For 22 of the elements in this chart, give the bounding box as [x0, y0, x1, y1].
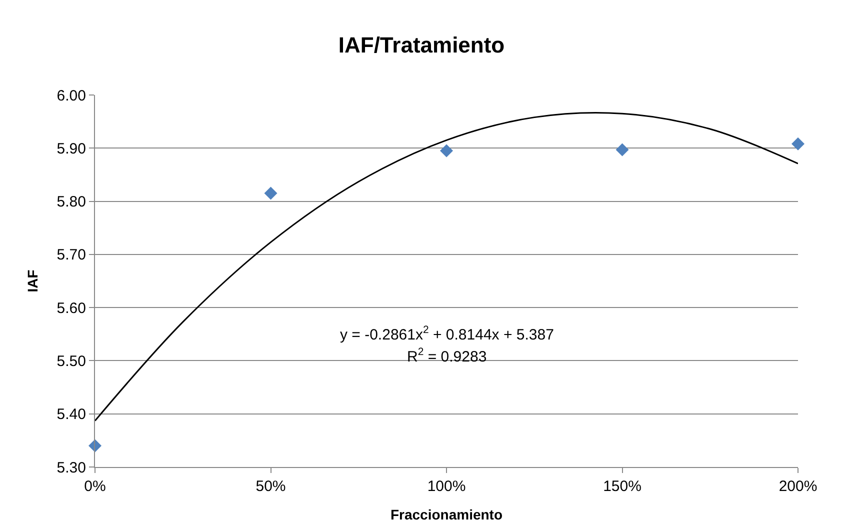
- x-tick-label: 0%: [84, 478, 106, 495]
- point: [264, 186, 278, 200]
- x-tick-label: 150%: [603, 478, 642, 495]
- annotation: y = -0.2861x$^{2}$ + 0.8144x + 5.387: [340, 324, 554, 344]
- y-tick-label: 5.50: [56, 352, 86, 370]
- y-tick-label: 6.00: [56, 87, 86, 104]
- y-tick-label: 5.60: [56, 300, 86, 317]
- y-tick-label: 5.80: [56, 194, 86, 211]
- annotation: R$^{2}$ = 0.9283: [407, 346, 487, 366]
- y-tick-label: 5.40: [56, 406, 86, 424]
- chart-title: IAF/Tratamiento: [338, 32, 505, 58]
- y-tick-label: 5.70: [56, 246, 86, 264]
- y-tick-label: 5.90: [56, 140, 86, 158]
- x-tick-label: 200%: [778, 478, 818, 495]
- point: [616, 143, 629, 156]
- x-axis-title: Fraccionamiento: [390, 506, 503, 522]
- point: [792, 137, 804, 150]
- x-tick-label: 50%: [256, 478, 286, 495]
- point: [440, 144, 453, 158]
- y-tick-label: 5.30: [56, 459, 86, 476]
- x-tick-label: 100%: [427, 478, 466, 495]
- y-axis-title: IAF: [24, 269, 40, 292]
